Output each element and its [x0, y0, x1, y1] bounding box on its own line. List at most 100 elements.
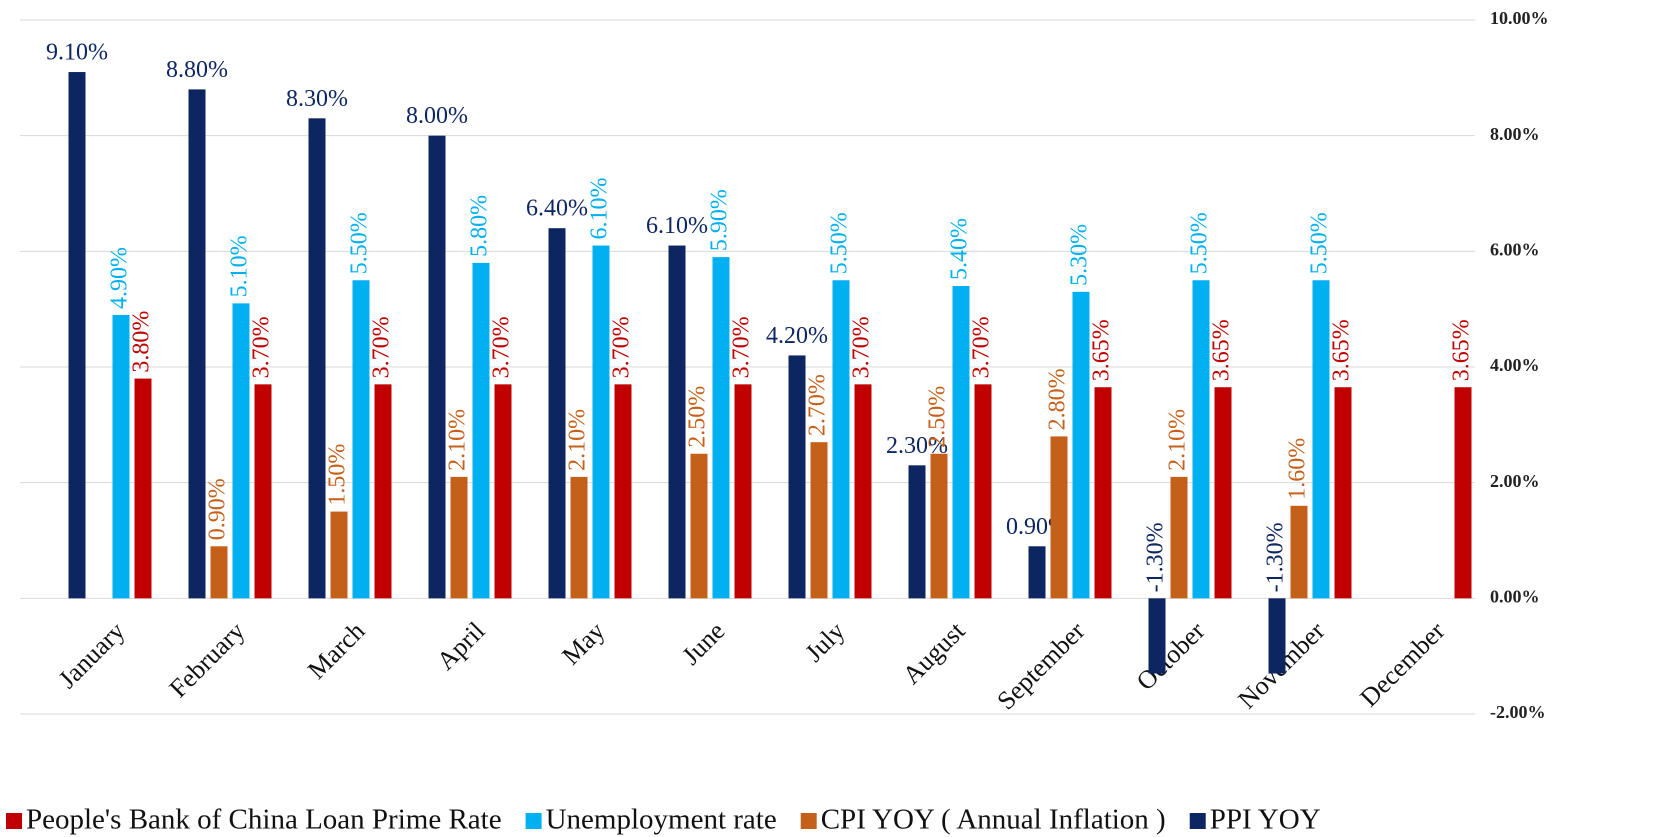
bar [1268, 598, 1286, 674]
x-tick-label: May [556, 616, 610, 670]
bar [1214, 387, 1232, 599]
value-label: 1.50% [325, 444, 351, 506]
value-label: 5.50% [347, 212, 373, 274]
x-tick-label: December [1354, 616, 1450, 712]
value-label: 3.65% [1089, 319, 1115, 381]
legend-swatch [6, 813, 22, 829]
legend-label: CPI YOY ( Annual Inflation ) [821, 804, 1166, 836]
bar [788, 355, 806, 599]
bar [854, 384, 872, 599]
value-label: 5.30% [1067, 224, 1093, 286]
value-label: 6.40% [526, 196, 588, 222]
bar [668, 245, 686, 599]
y-tick-label: 0.00% [1490, 586, 1540, 606]
bar [232, 303, 250, 599]
value-label: 4.20% [766, 323, 828, 349]
bar [1050, 436, 1068, 599]
bar [1290, 505, 1308, 599]
bar [112, 314, 130, 599]
value-label: 5.90% [707, 189, 733, 251]
value-label: 5.80% [467, 195, 493, 257]
value-label: 5.40% [947, 218, 973, 280]
value-label: 5.50% [1187, 212, 1213, 274]
value-label: 5.50% [827, 212, 853, 274]
bar [1334, 387, 1352, 599]
value-label: 6.10% [646, 213, 708, 239]
bar [374, 384, 392, 599]
value-label: 3.70% [729, 316, 755, 378]
bar [548, 228, 566, 599]
bar [570, 476, 588, 599]
value-label: -1.30% [1143, 522, 1169, 592]
legend-swatch [1189, 813, 1206, 829]
bar [1312, 280, 1330, 599]
value-label: 0.90% [205, 478, 231, 540]
value-label: 1.60% [1285, 438, 1311, 500]
bar [1192, 280, 1210, 599]
bar [1094, 387, 1112, 599]
bar [134, 378, 152, 599]
y-tick-label: 10.00% [1490, 8, 1549, 28]
x-tick-label: September [991, 616, 1090, 715]
bar [188, 89, 206, 599]
bar [592, 245, 610, 599]
value-label: 8.80% [166, 57, 228, 83]
bar [908, 465, 926, 599]
x-tick-label: January [53, 616, 131, 694]
value-label: 3.65% [1209, 319, 1235, 381]
x-tick-label: April [431, 616, 490, 675]
y-tick-label: 6.00% [1490, 239, 1540, 259]
value-label: 3.70% [489, 316, 515, 378]
legend-swatch [800, 813, 817, 829]
legend-label: People's Bank of China Loan Prime Rate [26, 804, 502, 836]
value-label: 3.70% [609, 316, 635, 378]
bar [308, 118, 326, 599]
value-label: 3.65% [1329, 319, 1355, 381]
value-label: 2.50% [925, 386, 951, 448]
bar [450, 476, 468, 599]
legend-label: PPI YOY [1210, 804, 1321, 836]
value-label: 2.50% [685, 386, 711, 448]
bar [1028, 546, 1046, 599]
bar [210, 546, 228, 599]
bar [472, 262, 490, 599]
value-label: 3.80% [129, 311, 155, 373]
bar [930, 453, 948, 599]
bar [494, 384, 512, 599]
x-tick-label: March [302, 616, 370, 684]
legend-swatch [525, 813, 542, 829]
bar [952, 286, 970, 599]
bar [974, 384, 992, 599]
value-label: 3.70% [969, 316, 995, 378]
value-label: 9.10% [46, 40, 108, 66]
bar [832, 280, 850, 599]
bar [428, 135, 446, 599]
x-tick-label: July [799, 616, 850, 667]
value-label: 2.80% [1045, 368, 1071, 430]
bar [734, 384, 752, 599]
y-tick-label: 8.00% [1490, 124, 1540, 144]
legend-label: Unemployment rate [546, 804, 777, 836]
bar [712, 257, 730, 599]
value-label: 3.70% [849, 316, 875, 378]
bar [810, 442, 828, 599]
x-tick-label: February [164, 616, 251, 703]
value-label: 5.50% [1307, 212, 1333, 274]
x-tick-label: August [897, 616, 971, 690]
value-label: 8.00% [406, 103, 468, 129]
value-label: 3.70% [249, 316, 275, 378]
value-label: -1.30% [1263, 522, 1289, 592]
y-tick-label: 2.00% [1490, 471, 1540, 491]
value-label: 2.10% [445, 409, 471, 471]
value-label: 5.10% [227, 235, 253, 297]
bar [68, 72, 86, 599]
bar [1072, 291, 1090, 599]
x-tick-label: June [676, 616, 730, 670]
value-label: 3.70% [369, 316, 395, 378]
value-label: 6.10% [587, 178, 613, 240]
value-label: 3.65% [1449, 319, 1475, 381]
bar [352, 280, 370, 599]
value-label: 2.10% [1165, 409, 1191, 471]
value-label: 2.70% [805, 374, 831, 436]
